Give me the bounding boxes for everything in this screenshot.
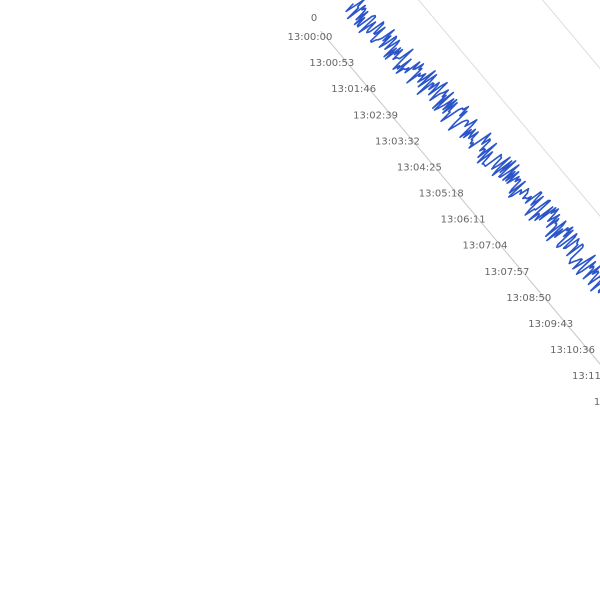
x-tick-label: 13:05:18 (419, 189, 464, 200)
grid-line (393, 0, 600, 565)
x-tick-label: 13:02:39 (353, 110, 398, 121)
x-tick-label: 13:07:04 (463, 241, 508, 252)
x-tick-label: 13:06:11 (441, 215, 486, 226)
grid-lines (393, 0, 600, 565)
x-tick-label: 13:09:43 (528, 319, 573, 330)
x-tick-label: 13:01:46 (331, 84, 376, 95)
x-axis-line (320, 30, 600, 600)
series-group (345, 0, 600, 563)
x-tick-label: 13:07:57 (484, 267, 529, 278)
y-tick-label: 0 (311, 13, 317, 24)
y-axis-ticks: 0 (311, 13, 317, 24)
x-tick-label: 13:00:53 (309, 58, 354, 69)
x-tick-label: 13:12:22 (594, 397, 600, 408)
x-tick-label: 13:00:00 (287, 32, 332, 43)
x-tick-label: 13:03:32 (375, 136, 420, 147)
x-tick-label: 13:10:36 (550, 345, 595, 356)
chart-plot-group: 13:00:00 13:00:53 13:01:46 13:02:39 13:03:32… (287, 0, 600, 600)
x-axis-ticks: 13:00:00 13:00:53 13:01:46 13:02:39 13:03:32… (287, 32, 600, 408)
x-tick-label: 13:08:50 (506, 293, 551, 304)
x-tick-label: 13:11:29 (572, 371, 600, 382)
series-line (345, 0, 600, 563)
grid-line (465, 0, 600, 503)
x-tick-label: 13:04:25 (397, 162, 442, 173)
